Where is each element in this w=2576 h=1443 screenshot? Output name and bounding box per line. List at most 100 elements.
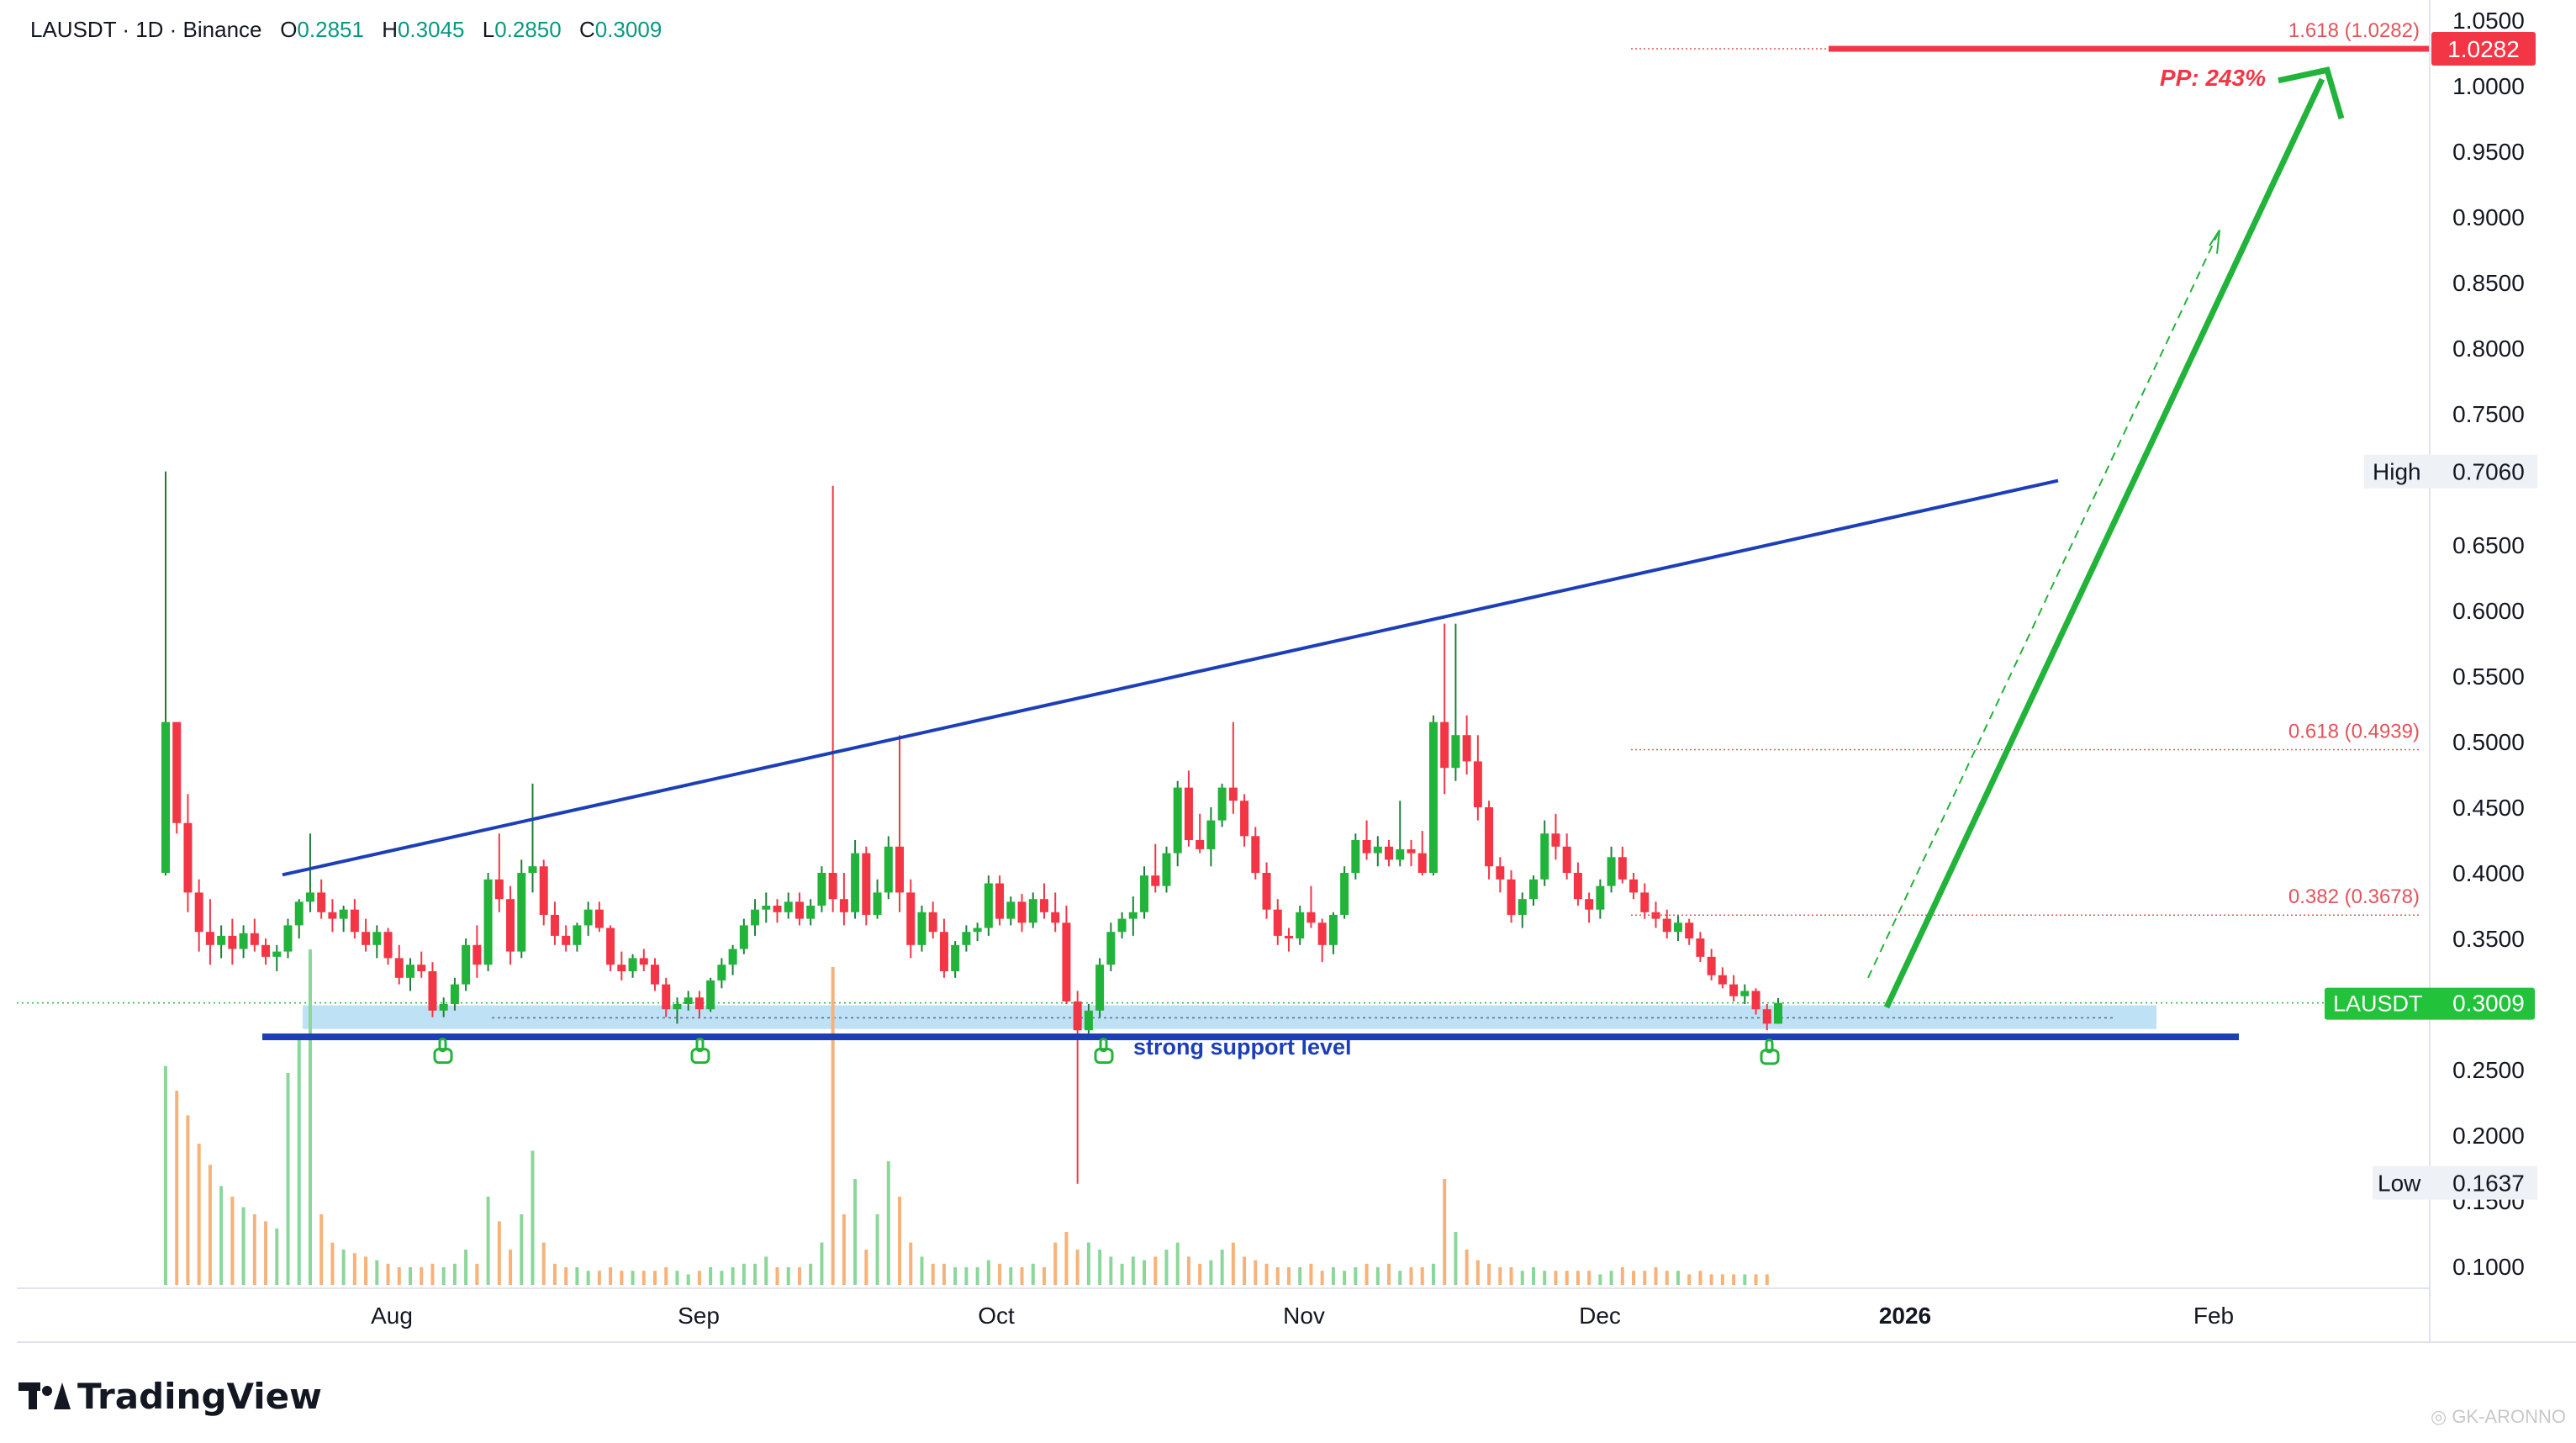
candle-body: [439, 1004, 448, 1011]
candle-body: [794, 901, 804, 919]
candle-body: [1251, 836, 1260, 873]
volume-bar: [1209, 1260, 1213, 1285]
volume-bar: [831, 967, 835, 1285]
axes-layer: 1.0500 1.0000 0.9500 0.9000 0.8500 0.8000 0.75…: [17, 0, 2576, 1343]
candle-body: [1396, 848, 1405, 860]
time-tick-label: Feb: [2193, 1303, 2234, 1329]
volume-bar: [653, 1271, 657, 1285]
volume-bar: [1075, 1250, 1079, 1285]
candle-body: [784, 901, 793, 912]
candle-body: [617, 965, 626, 971]
volume-bar: [1720, 1274, 1724, 1285]
volume-bar: [409, 1267, 413, 1285]
candle-body: [283, 925, 293, 952]
candle-body: [928, 912, 937, 933]
candle-body: [1562, 846, 1571, 873]
candle-body: [984, 883, 993, 928]
volume-bar: [575, 1267, 579, 1285]
hand-pointer-icon: [1760, 1039, 1780, 1065]
candle-body: [1662, 918, 1671, 933]
candle-body: [1629, 879, 1639, 893]
volume-bar: [886, 1161, 890, 1285]
volume-bar: [1498, 1267, 1502, 1285]
open-label: O: [280, 17, 298, 42]
volume-bar: [1020, 1267, 1024, 1285]
volume-bar: [641, 1271, 646, 1285]
candle-body: [662, 984, 671, 1010]
candle-body: [550, 914, 559, 936]
brand-name: TradingView: [77, 1376, 322, 1417]
candle-body: [873, 892, 882, 915]
volume-bar: [1164, 1250, 1169, 1285]
volume-bar: [241, 1207, 245, 1285]
candles-layer: [161, 471, 1782, 1184]
price-tick-label: 0.7500: [2452, 401, 2525, 427]
price-tick-label: 0.2000: [2452, 1123, 2525, 1149]
volume-bar: [230, 1197, 235, 1285]
volume-bar: [820, 1242, 824, 1285]
candle-body: [1351, 840, 1360, 873]
author-watermark: ◎ GK-ARONNO: [2431, 1406, 2566, 1428]
candle-body: [817, 873, 826, 906]
volume-bar: [1732, 1274, 1736, 1285]
volume-bar: [597, 1271, 601, 1285]
volume-bar: [1465, 1250, 1469, 1285]
candle-body: [562, 935, 571, 945]
volume-bar: [853, 1179, 858, 1285]
candle-body: [906, 892, 916, 945]
volume-bar: [586, 1271, 590, 1285]
volume-bar: [531, 1150, 535, 1285]
candle-body: [1485, 807, 1494, 867]
price-tick-label: 0.3500: [2452, 926, 2525, 952]
volume-bar: [486, 1197, 490, 1285]
candle-body: [350, 909, 359, 933]
price-tick-label: 1.0500: [2452, 8, 2525, 34]
volume-bar: [1009, 1267, 1013, 1285]
candle-body: [1095, 965, 1105, 1011]
candle-body: [1451, 735, 1460, 769]
volume-bar: [1086, 1242, 1090, 1285]
volume-bar: [1576, 1271, 1580, 1285]
volume-bar: [1754, 1274, 1758, 1285]
candle-body: [1217, 787, 1227, 821]
volume-bar: [920, 1256, 924, 1285]
volume-bar: [1632, 1271, 1636, 1285]
volume-bar: [664, 1267, 668, 1285]
volume-bar: [341, 1250, 346, 1285]
volume-bar: [1475, 1260, 1480, 1285]
volume-bar: [420, 1267, 424, 1285]
volume-bar: [1031, 1263, 1035, 1285]
hand-palm: [1760, 1049, 1780, 1065]
volume-bar: [1309, 1263, 1313, 1285]
volume-bar: [942, 1263, 946, 1285]
low-badge: [2373, 1166, 2537, 1200]
candle-body: [172, 722, 182, 823]
projection-dashed-line: [1867, 230, 2220, 979]
volume-bar: [875, 1214, 879, 1285]
candle-body: [717, 965, 726, 980]
candle-body: [673, 1004, 682, 1010]
candle-body: [1540, 833, 1549, 880]
candle-body: [1173, 787, 1182, 854]
volume-bar: [742, 1263, 746, 1285]
time-tick-label: Dec: [1579, 1303, 1621, 1329]
volume-bar: [1053, 1242, 1058, 1285]
volume-bar: [953, 1267, 958, 1285]
volume-bar: [731, 1267, 735, 1285]
candle-body: [1117, 918, 1127, 933]
close-value: 0.3009: [594, 17, 662, 42]
volume-bar: [1220, 1250, 1224, 1285]
volume-bar: [797, 1267, 801, 1285]
candle-body: [773, 906, 782, 912]
candle-body: [1306, 912, 1316, 923]
tradingview-brand[interactable]: TradingView: [18, 1376, 322, 1417]
price-tick-label: 0.2500: [2452, 1057, 2525, 1083]
candle-body: [1084, 1010, 1093, 1031]
volume-bar: [1654, 1267, 1658, 1285]
volume-bar: [1375, 1267, 1380, 1285]
candle-body: [1262, 873, 1271, 910]
volume-bar: [475, 1263, 479, 1285]
support-zone-layer: [17, 1002, 2430, 1029]
candle-body: [606, 928, 615, 965]
